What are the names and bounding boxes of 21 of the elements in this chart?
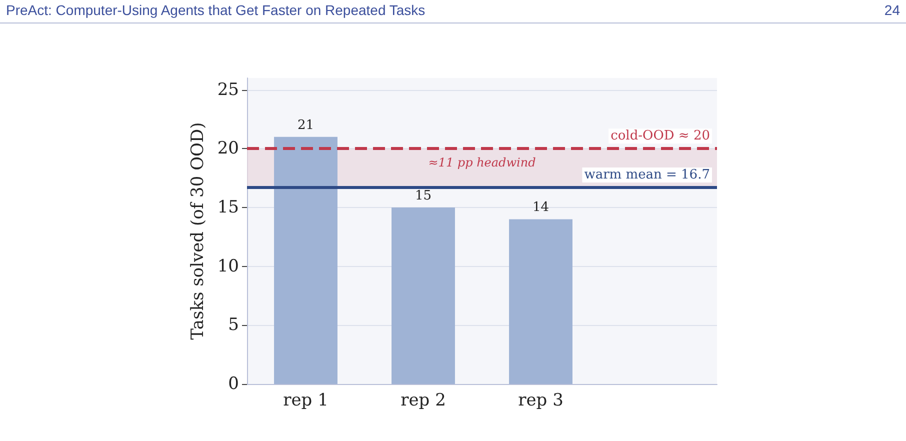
bar: [392, 207, 455, 384]
x-tick-label: rep 3: [518, 390, 564, 410]
y-axis-title: Tasks solved (of 30 OOD): [188, 122, 208, 340]
x-tick-label: rep 2: [400, 390, 446, 410]
ref-line-label: cold-OOD ≈ 20: [610, 128, 710, 144]
x-tick-label: rep 1: [283, 390, 328, 410]
band-label: ≈11 pp headwind: [428, 156, 536, 170]
bar: [509, 219, 572, 384]
data-label: 14: [532, 200, 550, 216]
text: 24: [884, 2, 900, 18]
y-tick-label: 25: [217, 80, 239, 100]
y-tick-label: 20: [217, 138, 239, 159]
bar: [274, 136, 338, 384]
ref-line-label: warm mean = 16.7: [584, 167, 710, 182]
y-tick-label: 0: [228, 374, 239, 394]
y-tick-label: 10: [217, 256, 239, 276]
y-tick-label: 5: [228, 315, 239, 336]
data-label: 15: [414, 188, 432, 204]
data-label: 21: [297, 118, 314, 133]
text: PreAct: Computer-Using Agents that Get Faster on Repeated Tasks: [6, 2, 426, 18]
y-tick-label: 15: [217, 197, 239, 218]
